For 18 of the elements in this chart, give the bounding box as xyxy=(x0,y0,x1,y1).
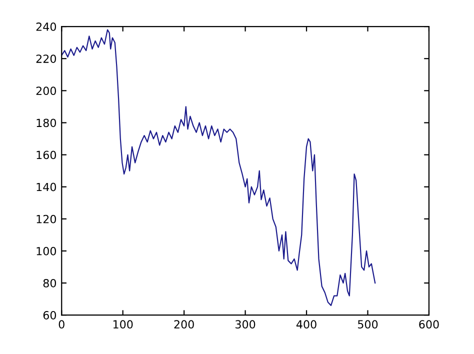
line-series xyxy=(62,29,376,306)
x-tick-label: 0 xyxy=(58,320,64,329)
y-tick-label: 80 xyxy=(43,278,56,288)
x-tick-label: 400 xyxy=(296,320,316,329)
y-tick-label: 100 xyxy=(36,246,56,256)
x-tick-label: 200 xyxy=(174,320,194,329)
x-tick-label: 300 xyxy=(236,320,256,329)
y-tick-label: 220 xyxy=(36,54,56,63)
y-tick-label: 120 xyxy=(36,214,56,224)
x-tick-label: 100 xyxy=(113,320,133,329)
x-tick-label: 600 xyxy=(419,320,439,329)
y-tick-label: 140 xyxy=(36,182,56,192)
y-tick-label: 240 xyxy=(36,22,56,31)
x-tick-label: 500 xyxy=(358,320,378,329)
y-tick-label: 180 xyxy=(36,118,56,128)
y-tick-label: 160 xyxy=(36,150,56,160)
y-tick-label: 200 xyxy=(36,86,56,96)
y-tick-label: 60 xyxy=(43,311,56,320)
